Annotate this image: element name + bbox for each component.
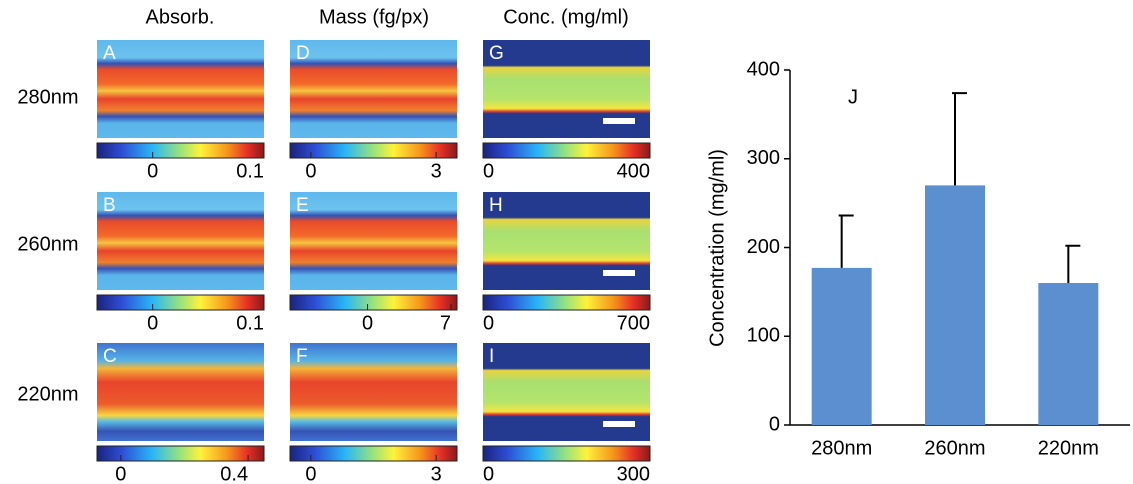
colorbar-tick-label: 3 — [431, 160, 442, 182]
bar — [925, 185, 985, 425]
image-panel — [97, 40, 264, 138]
image-panel — [290, 40, 457, 138]
column-header: Conc. (mg/ml) — [503, 6, 629, 28]
colorbar-tick-label: 700 — [617, 312, 650, 334]
column-header: Absorb. — [146, 6, 215, 28]
scale-bar — [603, 270, 635, 276]
scale-bar — [603, 118, 635, 124]
colorbar-tick-label: 0 — [483, 160, 494, 182]
colorbar-tick-label: 0 — [147, 312, 158, 334]
colorbar — [96, 294, 265, 311]
panel-letter: F — [296, 346, 308, 367]
image-panel — [290, 192, 457, 290]
y-tick-label: 200 — [747, 236, 780, 258]
colorbar-tick-label: 400 — [617, 160, 650, 182]
row-label: 220nm — [17, 383, 78, 405]
error-bar — [1065, 244, 1081, 283]
colorbar-tick-label: 0 — [115, 463, 126, 484]
colorbar — [289, 445, 458, 462]
panel-letter: G — [489, 43, 504, 64]
colorbar-tick-label: 0.1 — [236, 312, 264, 334]
colorbar — [96, 445, 265, 462]
colorbar-tick-label: 0.4 — [220, 463, 248, 484]
colorbar-tick-label: 7 — [440, 312, 451, 334]
panel-label: J — [848, 86, 858, 108]
panel-letter: C — [103, 346, 117, 367]
colorbar-tick-label: 3 — [431, 463, 442, 484]
y-tick-label: 0 — [769, 413, 780, 435]
y-tick-label: 300 — [747, 147, 780, 169]
panel-letter: E — [296, 195, 309, 216]
colorbar-tick-label: 0 — [305, 160, 316, 182]
y-axis-title: Concentration (mg/ml) — [706, 149, 728, 347]
image-panel — [290, 343, 457, 441]
bar — [1038, 283, 1099, 425]
error-bar — [838, 214, 854, 268]
colorbar-tick-label: 0 — [483, 463, 494, 484]
row-label: 260nm — [17, 233, 78, 255]
bar — [811, 267, 872, 425]
y-tick-label: 400 — [747, 58, 780, 80]
panel-letter: H — [489, 195, 503, 216]
scale-bar — [603, 421, 635, 427]
colorbar-tick-label: 0 — [147, 160, 158, 182]
colorbar-tick-label: 0.1 — [236, 160, 264, 182]
y-tick-label: 100 — [747, 325, 780, 347]
colorbar — [482, 445, 651, 462]
colorbar — [289, 142, 458, 159]
panel-letter: I — [489, 346, 494, 367]
colorbar — [482, 142, 651, 159]
x-tick-label: 220nm — [1038, 437, 1099, 459]
image-panel — [97, 343, 264, 441]
colorbar-tick-label: 300 — [617, 463, 650, 484]
x-tick-label: 260nm — [924, 437, 985, 459]
colorbar — [482, 294, 651, 311]
panel-letter: D — [296, 43, 310, 64]
column-header: Mass (fg/px) — [319, 6, 429, 28]
panel-letter: B — [103, 195, 116, 216]
colorbar — [289, 294, 458, 311]
row-label: 280nm — [17, 86, 78, 108]
panel-letter: A — [103, 43, 116, 64]
image-panel — [97, 192, 264, 290]
colorbar — [96, 142, 265, 159]
x-tick-label: 280nm — [811, 437, 872, 459]
error-bar — [952, 92, 967, 186]
colorbar-tick-label: 0 — [362, 312, 373, 334]
colorbar-tick-label: 0 — [483, 312, 494, 334]
colorbar-tick-label: 0 — [305, 463, 316, 484]
